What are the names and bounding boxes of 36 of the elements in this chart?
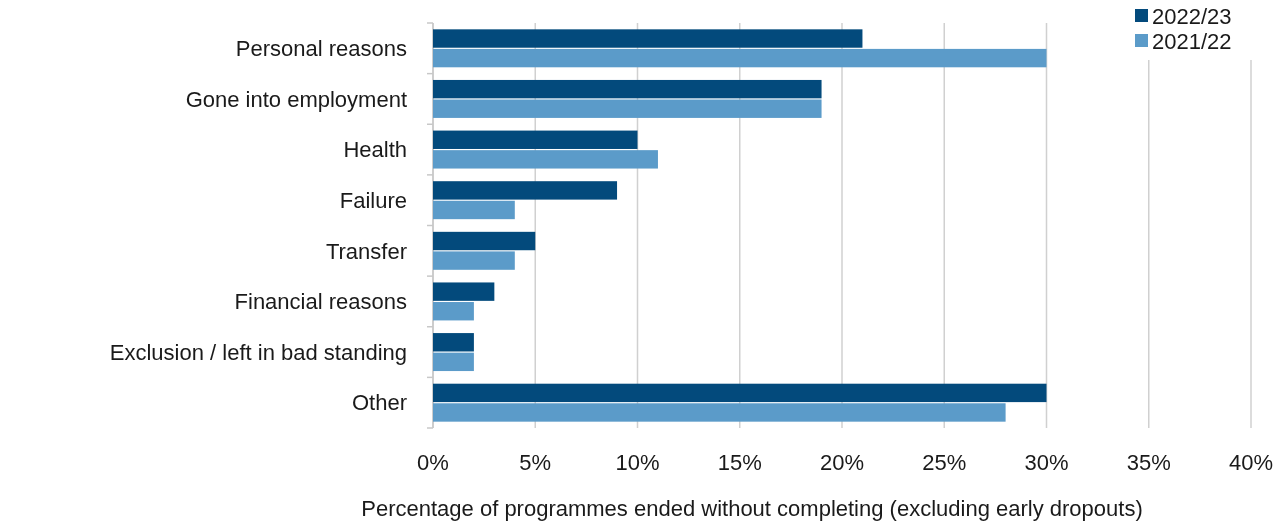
bar [433,99,822,118]
bar [433,282,495,301]
y-tick-label: Other [351,390,407,416]
y-tick-label: Exclusion / left in bad standing [109,339,407,365]
bar [433,200,515,220]
y-tick-label: Health [343,137,407,163]
bar [433,231,536,251]
legend-label: 2022/23 [1152,3,1232,29]
bar [433,29,863,48]
y-tick-label: Failure [339,187,407,213]
x-tick-label: 40% [1228,450,1274,475]
x-tick-label: 0% [417,450,449,475]
x-tick-label: 20% [819,450,865,475]
legend-label: 2021/22 [1152,28,1232,54]
bar [433,302,474,321]
bar [433,403,1006,422]
y-tick-label: Transfer [325,238,407,264]
y-tick-label: Personal reasons [235,36,407,62]
bar [433,352,474,372]
bar [433,79,822,99]
y-tick-label: Financial reasons [234,289,407,315]
x-tick-label: 35% [1126,450,1171,475]
x-tick-label: 10% [615,450,660,475]
bar [433,383,1047,403]
bar [433,333,474,352]
bar [433,181,618,200]
y-tick-label: Gone into employment [185,86,407,112]
bar [433,251,515,270]
bar [433,150,658,169]
x-tick-label: 15% [717,450,762,475]
bar [433,48,1047,68]
x-axis-title: Percentage of programmes ended without completing (excluding early dropouts) [361,496,1143,521]
x-tick-label: 5% [519,450,552,475]
x-tick-label: 30% [1024,450,1069,475]
bar [433,130,638,149]
x-tick-label: 25% [922,450,967,475]
